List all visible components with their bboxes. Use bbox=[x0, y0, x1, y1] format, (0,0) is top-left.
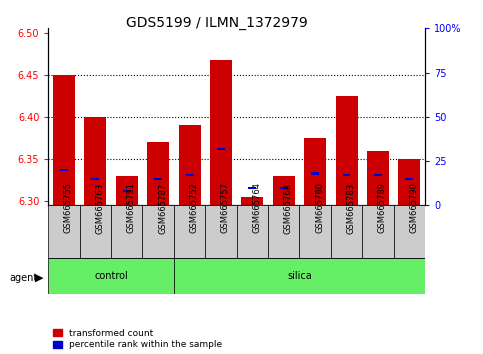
Bar bbox=[116, 176, 138, 205]
Bar bbox=[174, 205, 205, 258]
Bar bbox=[362, 205, 394, 258]
Bar bbox=[280, 187, 288, 189]
Legend: transformed count, percentile rank within the sample: transformed count, percentile rank withi… bbox=[53, 329, 222, 349]
Text: GSM665764: GSM665764 bbox=[253, 182, 261, 234]
Bar bbox=[405, 178, 413, 180]
Bar bbox=[80, 205, 111, 258]
Bar bbox=[154, 178, 162, 180]
Text: GSM665763: GSM665763 bbox=[96, 182, 104, 234]
Bar bbox=[299, 205, 331, 258]
Bar bbox=[237, 205, 268, 258]
Bar bbox=[268, 205, 299, 258]
Text: control: control bbox=[94, 271, 128, 281]
Bar bbox=[210, 60, 232, 205]
Bar bbox=[123, 190, 131, 192]
Bar bbox=[174, 258, 425, 294]
Bar bbox=[147, 142, 169, 205]
Bar bbox=[53, 75, 75, 205]
Bar bbox=[91, 178, 99, 180]
Bar bbox=[48, 258, 174, 294]
Text: ▶: ▶ bbox=[35, 273, 43, 283]
Bar bbox=[185, 174, 194, 176]
Bar bbox=[331, 205, 362, 258]
Bar bbox=[374, 174, 382, 176]
Bar bbox=[142, 205, 174, 258]
Bar bbox=[342, 174, 351, 176]
Bar bbox=[242, 197, 263, 205]
Bar bbox=[205, 205, 237, 258]
Text: GDS5199 / ILMN_1372979: GDS5199 / ILMN_1372979 bbox=[127, 16, 308, 30]
Bar bbox=[60, 169, 68, 171]
Text: GSM665752: GSM665752 bbox=[189, 183, 199, 233]
Bar bbox=[273, 176, 295, 205]
Bar bbox=[248, 187, 256, 189]
Bar bbox=[311, 172, 319, 175]
Bar bbox=[111, 205, 142, 258]
Bar bbox=[48, 205, 80, 258]
Text: silica: silica bbox=[287, 271, 312, 281]
Bar bbox=[85, 117, 106, 205]
Bar bbox=[179, 125, 200, 205]
Bar bbox=[217, 148, 225, 150]
Text: GSM665780: GSM665780 bbox=[315, 182, 324, 234]
Text: GSM665755: GSM665755 bbox=[64, 183, 73, 233]
Text: GSM665768: GSM665768 bbox=[284, 182, 293, 234]
Text: GSM665789: GSM665789 bbox=[378, 182, 387, 234]
Bar bbox=[398, 159, 420, 205]
Bar bbox=[367, 150, 389, 205]
Text: GSM665787: GSM665787 bbox=[158, 182, 167, 234]
Text: GSM665783: GSM665783 bbox=[347, 182, 355, 234]
Text: GSM665757: GSM665757 bbox=[221, 182, 230, 234]
Bar bbox=[394, 205, 425, 258]
Text: GSM665790: GSM665790 bbox=[410, 183, 418, 233]
Bar bbox=[336, 96, 357, 205]
Text: GSM665781: GSM665781 bbox=[127, 182, 136, 234]
Bar bbox=[304, 138, 326, 205]
Text: agent: agent bbox=[10, 273, 38, 283]
